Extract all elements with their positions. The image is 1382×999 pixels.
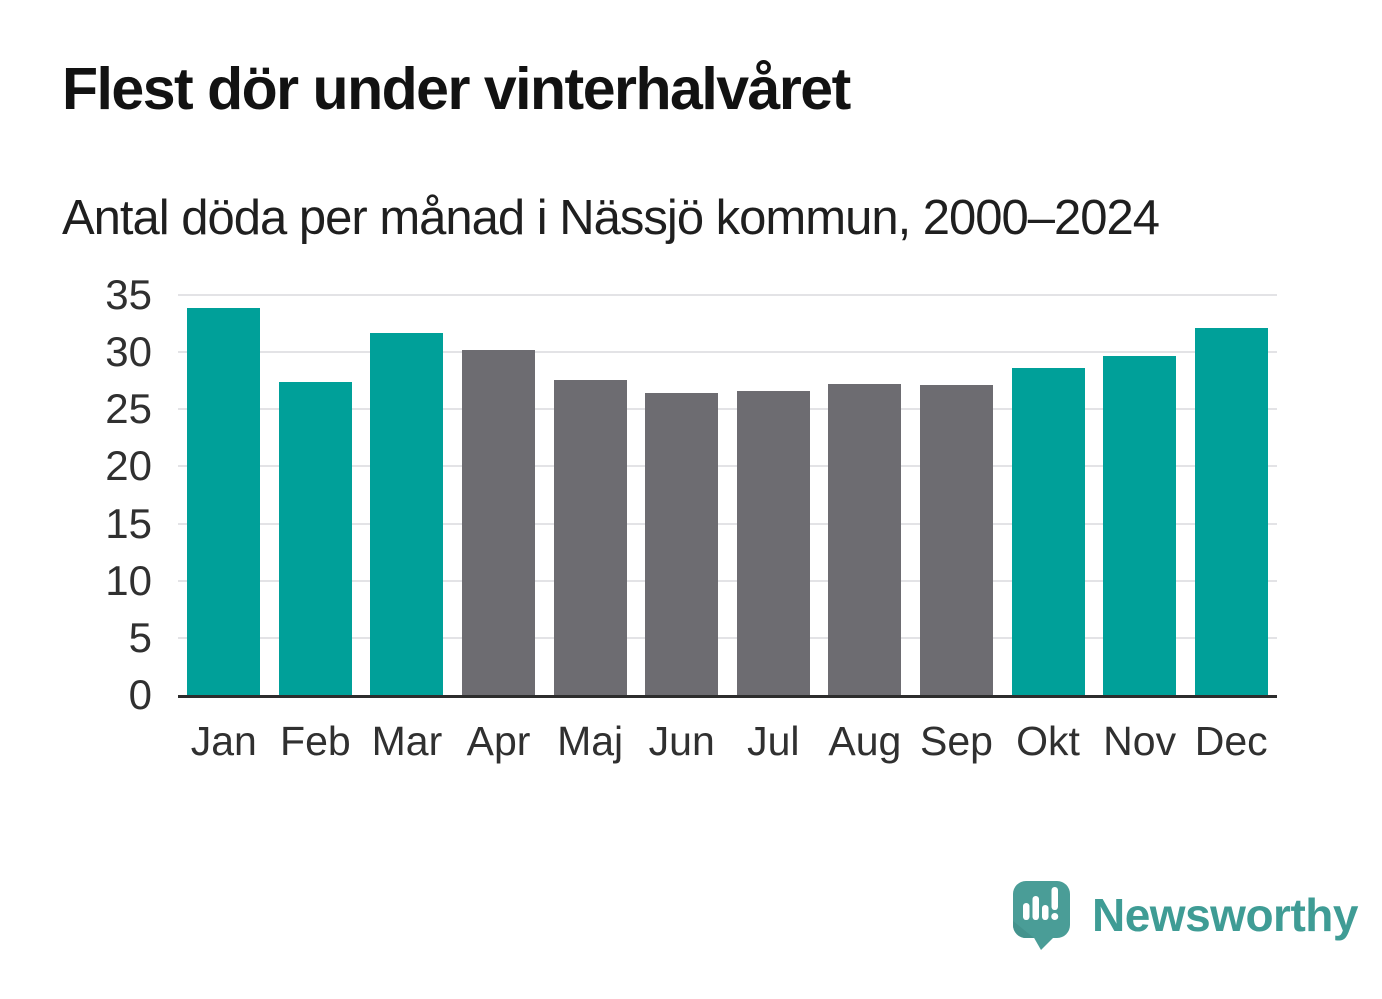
x-tick-label-feb: Feb — [280, 718, 351, 764]
chart-title: Flest dör under vinterhalvåret — [62, 56, 851, 122]
gridline-25 — [178, 408, 1277, 411]
y-tick-label-5: 5 — [128, 613, 152, 661]
bar-jul — [736, 391, 810, 695]
y-tick-label-0: 0 — [128, 671, 152, 718]
bar-sep — [919, 385, 993, 695]
y-tick-label-35: 35 — [105, 271, 152, 318]
gridline-15 — [178, 522, 1277, 525]
x-axis-line — [178, 695, 1277, 698]
bar-nov — [1103, 356, 1177, 695]
y-tick-label-20: 20 — [105, 442, 152, 490]
x-tick-label-jan: Jan — [190, 718, 257, 764]
gridline-10 — [178, 579, 1277, 582]
newsworthy-branding: Newsworthy — [1008, 879, 1358, 951]
gridline-20 — [178, 465, 1277, 468]
newsworthy-logo-icon — [1013, 881, 1070, 950]
y-tick-label-30: 30 — [105, 328, 152, 376]
bar-maj — [553, 380, 627, 695]
x-tick-label-maj: Maj — [557, 718, 624, 764]
gridline-5 — [178, 636, 1277, 639]
x-tick-label-sep: Sep — [919, 718, 993, 764]
y-tick-label-25: 25 — [105, 385, 152, 433]
x-tick-label-nov: Nov — [1103, 718, 1177, 764]
gridline-35 — [178, 294, 1277, 296]
bar-mar — [370, 333, 444, 695]
chart-subtitle: Antal döda per månad i Nässjö kommun, 20… — [62, 191, 1160, 245]
bar-jan — [187, 308, 261, 695]
bar-apr — [462, 350, 536, 695]
x-tick-label-jul: Jul — [747, 718, 800, 764]
x-tick-label-jun: Jun — [648, 718, 715, 764]
bar-okt — [1011, 368, 1085, 695]
y-tick-label-15: 15 — [105, 499, 152, 547]
x-tick-label-okt: Okt — [1016, 718, 1080, 764]
plot-area — [178, 294, 1277, 698]
y-tick-label-10: 10 — [105, 556, 152, 604]
x-tick-label-mar: Mar — [371, 718, 443, 764]
bar-aug — [828, 384, 902, 695]
x-tick-label-apr: Apr — [466, 718, 531, 764]
bar-dec — [1194, 328, 1268, 695]
x-tick-label-dec: Dec — [1194, 718, 1268, 764]
gridline-30 — [178, 351, 1277, 354]
newsworthy-logo-text: Newsworthy — [1092, 889, 1358, 941]
bar-feb — [278, 382, 352, 695]
bar-jun — [645, 393, 719, 695]
x-tick-label-aug: Aug — [828, 718, 902, 764]
